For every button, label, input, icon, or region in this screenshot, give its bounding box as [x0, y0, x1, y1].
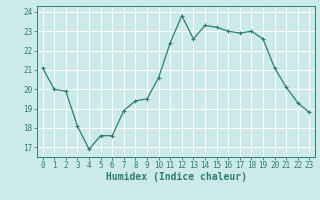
X-axis label: Humidex (Indice chaleur): Humidex (Indice chaleur)	[106, 172, 246, 182]
